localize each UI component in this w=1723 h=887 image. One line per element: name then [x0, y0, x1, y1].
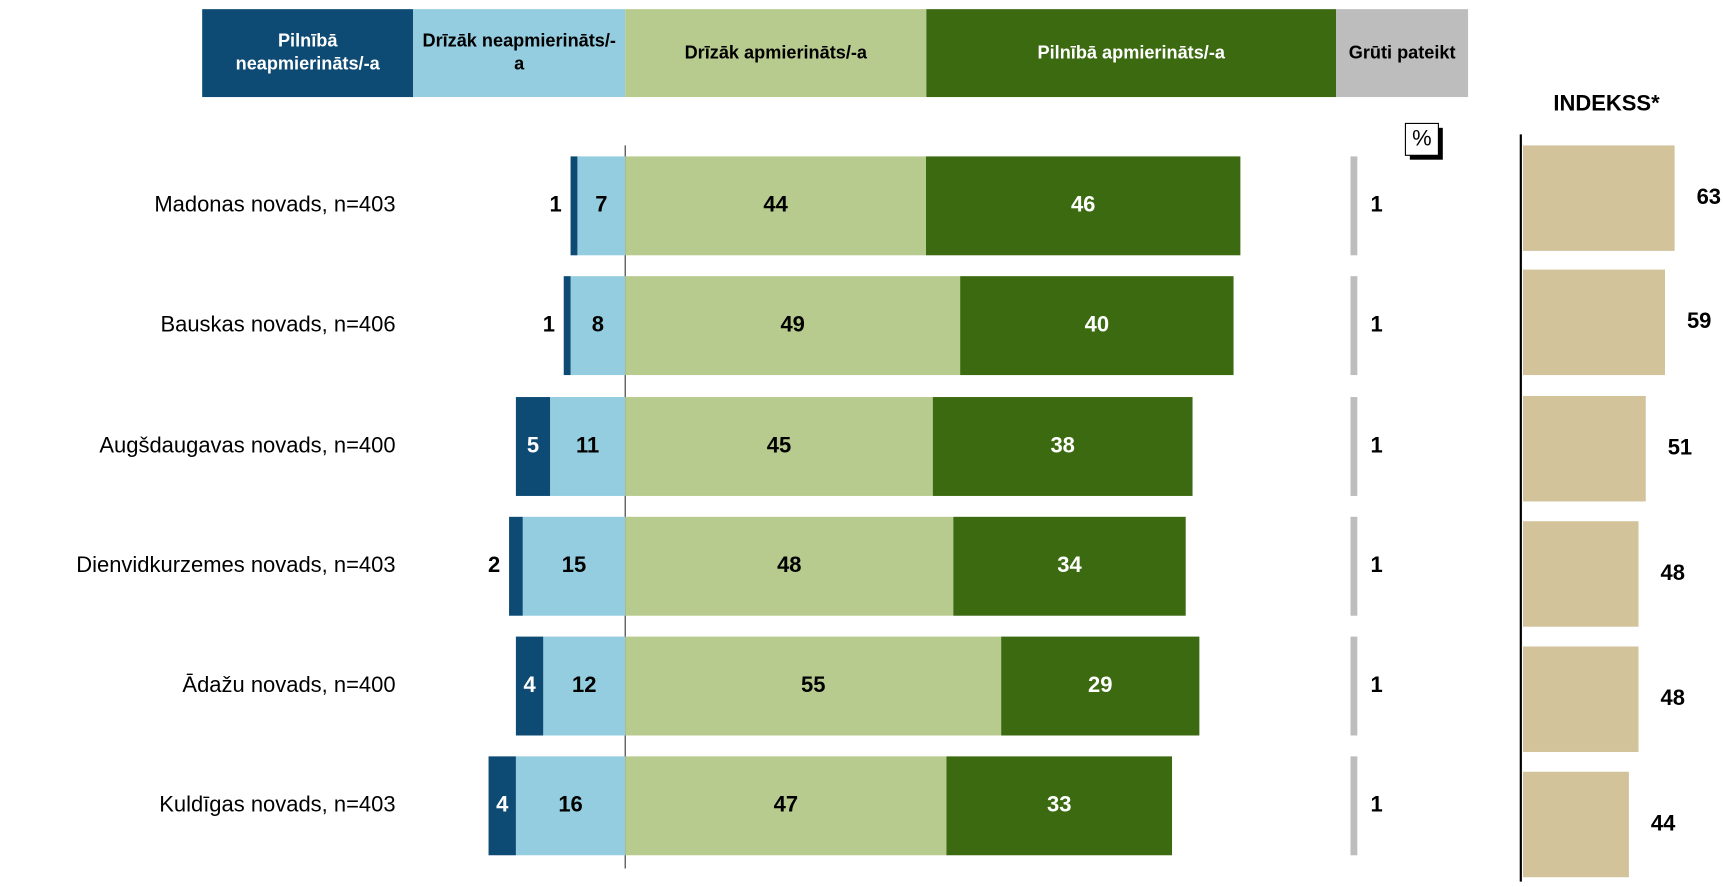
value-label: 4: [496, 792, 509, 817]
value-label: 7: [595, 192, 607, 217]
category-label: Dienvidkurzemes novads, n=403: [76, 552, 395, 577]
index-bar: [1523, 395, 1646, 502]
index-title: INDEKSS*: [1553, 91, 1660, 116]
category-label: Bauskas novads, n=406: [160, 311, 395, 336]
bar-segment: [1350, 756, 1358, 856]
unit-label: %: [1412, 126, 1432, 151]
index-label: 48: [1660, 685, 1684, 710]
bar-segment: [932, 397, 1193, 496]
value-label: 55: [801, 672, 825, 697]
bar-segment: [625, 397, 933, 496]
bar-segment: [625, 756, 947, 856]
value-label: 15: [562, 552, 586, 577]
bar-segment: [1001, 636, 1200, 736]
category-label: Kuldīgas novads, n=403: [159, 792, 395, 817]
index-label: 48: [1660, 560, 1684, 585]
value-label: 1: [1371, 432, 1383, 457]
index-bar: [1523, 269, 1665, 376]
value-label: 2: [488, 552, 500, 577]
value-label: 16: [558, 792, 582, 817]
category-label: Augšdaugavas novads, n=400: [99, 432, 395, 457]
legend-label-box: Drīzāk neapmierināts/-a: [422, 31, 616, 74]
bar-segment: [515, 756, 626, 856]
value-label: 45: [767, 432, 791, 457]
legend-label: Pilnībā apmierināts/-a: [1037, 42, 1225, 63]
bar-segment: [577, 156, 626, 256]
bar-segment: [570, 156, 578, 256]
value-label: 38: [1050, 432, 1074, 457]
legend-label: Drīzāk apmierināts/-a: [684, 42, 867, 63]
bar-segment: [522, 516, 626, 616]
value-label: 1: [1371, 192, 1383, 217]
bar-segment: [1350, 516, 1358, 616]
value-label: 46: [1071, 192, 1095, 217]
legend-label-box: Grūti pateikt: [1348, 42, 1456, 63]
legend-label: Grūti pateikt: [1348, 42, 1456, 63]
value-label: 33: [1047, 792, 1071, 817]
bar-segment: [515, 397, 551, 496]
legend-swatch: [926, 9, 1337, 98]
index-label: 59: [1687, 308, 1711, 333]
unit-box: [1404, 122, 1439, 156]
legend-swatch: [413, 9, 626, 98]
value-label: 1: [550, 192, 562, 217]
index-bar: [1523, 646, 1639, 752]
value-label: 12: [572, 672, 596, 697]
bar-segment: [625, 156, 926, 256]
bar-segment: [1350, 276, 1358, 376]
value-label: 29: [1088, 672, 1112, 697]
bar-segment: [1350, 636, 1358, 736]
bar-segment: [625, 516, 954, 616]
index-bar: [1523, 521, 1639, 627]
bar-segment: [570, 276, 626, 376]
legend-label-box: Pilnībā neapmierināts/-a: [235, 31, 380, 74]
bar-segment: [953, 516, 1186, 616]
bar-segment: [543, 636, 626, 736]
value-label: 1: [1371, 311, 1383, 336]
value-label: 49: [780, 311, 804, 336]
category-label: Ādažu novads, n=400: [182, 672, 395, 697]
index-bar: [1523, 145, 1675, 251]
value-label: 11: [576, 432, 599, 457]
legend-label-box: Drīzāk apmierināts/-a: [684, 42, 867, 63]
bar-segment: [1350, 397, 1358, 496]
index-label: 51: [1668, 434, 1692, 459]
bar-segment: [509, 516, 523, 616]
index-bar: [1523, 771, 1629, 878]
bar-segment: [625, 636, 1002, 736]
category-label: Madonas novads, n=403: [154, 192, 395, 217]
legend-label: Pilnībā neapmierināts/-a: [235, 31, 380, 74]
bar-segment: [625, 276, 961, 376]
index-label: 63: [1697, 184, 1721, 209]
value-label: 8: [592, 311, 604, 336]
bar-segment: [550, 397, 626, 496]
legend-label: Drīzāk neapmierināts/-a: [422, 31, 616, 74]
legend-label-box: Pilnībā apmierināts/-a: [1037, 42, 1225, 63]
bar-segment: [515, 636, 544, 736]
value-label: 4: [523, 672, 536, 697]
value-label: 1: [1371, 552, 1383, 577]
value-label: 1: [1371, 792, 1383, 817]
value-label: 47: [774, 792, 798, 817]
bar-segment: [488, 756, 516, 856]
legend-swatch: [1336, 9, 1469, 98]
bar-segment: [925, 156, 1241, 256]
bar-segment: [1350, 156, 1358, 256]
value-label: 40: [1085, 311, 1109, 336]
bar-segment: [960, 276, 1234, 376]
value-label: 44: [763, 192, 788, 217]
bar-segment: [563, 276, 571, 376]
legend-swatch: [625, 9, 927, 98]
value-label: 1: [1371, 672, 1383, 697]
value-label: 5: [527, 432, 539, 457]
value-label: 34: [1057, 552, 1082, 577]
legend-swatch: [202, 9, 414, 98]
bar-segment: [946, 756, 1173, 856]
value-label: 48: [777, 552, 801, 577]
value-label: 1: [543, 311, 555, 336]
index-label: 44: [1651, 810, 1676, 835]
